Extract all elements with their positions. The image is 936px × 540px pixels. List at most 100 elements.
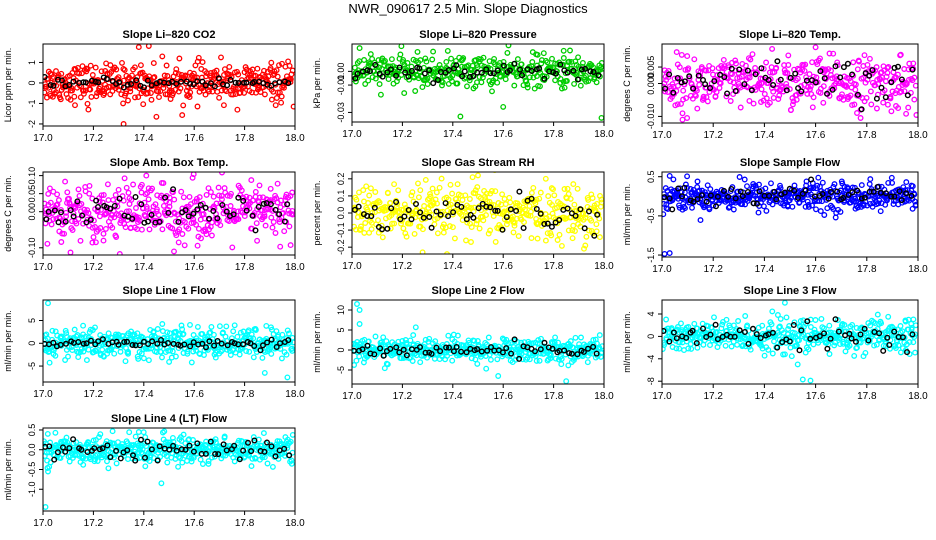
x-tick-label: 17.6 xyxy=(184,262,204,273)
data-point xyxy=(810,185,817,192)
data-point xyxy=(873,105,880,112)
data-point xyxy=(556,231,563,238)
data-point xyxy=(856,58,862,65)
data-point-highlight xyxy=(257,347,264,354)
data-point xyxy=(759,322,766,329)
data-point xyxy=(276,62,282,69)
data-point xyxy=(84,66,91,73)
data-point xyxy=(212,436,219,443)
data-point xyxy=(372,333,379,340)
data-point xyxy=(549,55,555,62)
data-point xyxy=(532,200,539,207)
data-point xyxy=(209,454,215,461)
data-point xyxy=(719,321,726,328)
data-point-highlight xyxy=(140,84,147,91)
data-point xyxy=(180,102,187,109)
data-point xyxy=(894,71,901,78)
data-point xyxy=(788,353,795,360)
data-point xyxy=(55,197,62,204)
data-point xyxy=(889,179,896,186)
data-point xyxy=(472,190,479,197)
data-point xyxy=(97,225,104,231)
data-point xyxy=(850,59,857,66)
data-point xyxy=(504,49,511,56)
data-point xyxy=(544,59,551,66)
data-point xyxy=(180,330,187,337)
data-point xyxy=(156,94,162,101)
y-tick-label: -0.2 xyxy=(336,239,346,255)
data-point xyxy=(367,51,374,58)
data-point xyxy=(852,195,859,202)
data-point xyxy=(409,189,416,196)
data-point xyxy=(159,321,166,327)
data-point xyxy=(806,71,813,78)
data-point xyxy=(252,327,259,333)
data-point xyxy=(707,186,714,193)
y-tick-label: -5 xyxy=(336,366,346,374)
x-tick-label: 17.0 xyxy=(342,129,362,140)
data-point xyxy=(500,103,507,110)
data-point xyxy=(188,359,195,366)
data-point xyxy=(446,223,453,230)
data-point xyxy=(880,99,887,106)
data-point xyxy=(902,187,909,194)
data-point xyxy=(599,65,604,72)
data-point-highlight xyxy=(470,214,477,221)
data-point xyxy=(107,62,114,69)
data-point-highlight xyxy=(884,334,891,341)
data-point-highlight xyxy=(223,208,230,215)
data-point-highlight xyxy=(268,336,275,343)
y-tick-label: 4 xyxy=(646,311,656,316)
data-point xyxy=(128,196,135,203)
data-point-highlight xyxy=(869,67,876,74)
data-point-highlight xyxy=(795,194,802,201)
data-point-highlight xyxy=(857,331,864,338)
data-point xyxy=(353,357,360,364)
data-point xyxy=(787,107,794,113)
data-point xyxy=(238,187,245,194)
data-point xyxy=(80,461,87,468)
data-point-highlight xyxy=(516,355,523,362)
data-point xyxy=(235,216,242,223)
data-point-highlight xyxy=(807,335,814,342)
x-tick-label: 17.6 xyxy=(493,261,513,272)
data-point xyxy=(877,208,884,215)
data-point xyxy=(143,205,150,212)
data-point xyxy=(577,82,584,89)
data-point-highlight xyxy=(95,79,102,86)
data-point xyxy=(909,205,916,212)
data-point xyxy=(406,76,413,83)
data-point-highlight xyxy=(484,347,491,354)
data-point-highlight xyxy=(434,76,441,83)
data-point xyxy=(444,251,450,254)
x-tick-label: 17.6 xyxy=(806,264,826,275)
data-point-highlight xyxy=(804,318,811,325)
data-point xyxy=(696,187,703,194)
x-tick-label: 17.0 xyxy=(33,389,53,400)
chart-panel: Slope Amb. Box Temp.degrees C per min.17… xyxy=(3,157,305,273)
data-point xyxy=(92,224,98,230)
data-point xyxy=(474,217,481,224)
data-point-highlight xyxy=(45,208,52,215)
data-point xyxy=(397,51,404,58)
data-point xyxy=(565,191,572,197)
data-point xyxy=(696,81,703,88)
data-point xyxy=(182,72,189,79)
data-point-highlight xyxy=(132,193,139,200)
data-point xyxy=(685,65,692,72)
data-point-highlight xyxy=(190,210,197,217)
data-point xyxy=(752,65,759,71)
data-point xyxy=(722,342,729,349)
data-point-highlight xyxy=(690,198,697,205)
data-point-highlight xyxy=(858,195,865,202)
data-point-highlight xyxy=(908,192,915,199)
data-point xyxy=(502,339,509,346)
data-point xyxy=(219,196,225,203)
data-point xyxy=(674,101,681,108)
y-tick-label: 0.0 xyxy=(336,207,346,220)
data-point-highlight xyxy=(43,216,50,223)
data-point xyxy=(269,207,276,214)
data-point xyxy=(254,237,261,244)
data-point xyxy=(830,50,837,57)
data-point xyxy=(571,201,578,208)
